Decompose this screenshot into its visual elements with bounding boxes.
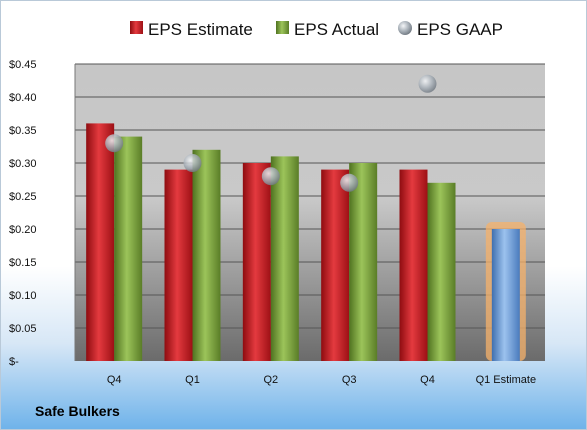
legend-swatch-estimate <box>130 21 143 34</box>
y-tick-label: $0.35 <box>9 125 37 137</box>
x-tick-label: Q4 <box>420 374 435 386</box>
x-axis: Q4 Q1 Q2 Q3 Q4 Q1 Estimate <box>107 374 536 386</box>
y-tick-label: $0.40 <box>9 92 37 104</box>
x-tick-label: Q3 <box>342 374 357 386</box>
bar-eps-actual <box>427 182 456 361</box>
bar-eps-estimate <box>242 163 271 361</box>
y-tick-label: $0.20 <box>9 224 37 236</box>
x-tick-label: Q4 <box>107 374 122 386</box>
legend-swatch-actual <box>276 21 289 34</box>
y-tick-label: $0.30 <box>9 158 37 170</box>
x-tick-label: Q1 <box>185 374 200 386</box>
bar-eps-actual <box>270 156 299 361</box>
legend-label-actual: EPS Actual <box>294 20 379 39</box>
y-tick-label: $0.10 <box>9 290 37 302</box>
y-axis: $- $0.05 $0.10 $0.15 $0.20 $0.25 $0.30 $0.35 $0.… <box>9 59 76 368</box>
y-tick-label: $0.15 <box>9 257 37 269</box>
bar-eps-actual <box>192 149 221 361</box>
bar-eps-estimate <box>321 169 350 361</box>
bars <box>86 123 526 362</box>
bar-eps-next-estimate <box>491 229 520 361</box>
company-name: Safe Bulkers <box>35 403 120 419</box>
bar-eps-estimate <box>164 169 193 361</box>
legend-swatch-gaap <box>398 21 412 35</box>
bar-eps-estimate <box>86 123 115 362</box>
gridlines <box>75 63 545 329</box>
marker-eps-gaap <box>261 167 280 186</box>
marker-eps-gaap <box>105 134 124 153</box>
bar-eps-actual <box>114 136 143 361</box>
bar-eps-estimate <box>399 169 428 361</box>
marker-eps-gaap <box>418 74 437 93</box>
x-tick-label: Q2 <box>263 374 278 386</box>
marker-eps-gaap <box>340 173 359 192</box>
y-tick-label: $0.05 <box>9 323 37 335</box>
marker-eps-gaap <box>183 154 202 172</box>
bar-eps-actual <box>349 163 378 361</box>
y-tick-label: $- <box>9 356 19 368</box>
y-tick-label: $0.25 <box>9 191 37 203</box>
y-tick-label: $0.45 <box>9 59 37 71</box>
legend-label-estimate: EPS Estimate <box>148 20 253 39</box>
gaap-markers <box>105 74 437 192</box>
legend: EPS Estimate EPS Actual EPS GAAP <box>130 20 503 39</box>
x-tick-label: Q1 Estimate <box>476 374 537 386</box>
plot-area <box>75 64 545 361</box>
legend-label-gaap: EPS GAAP <box>417 20 503 39</box>
